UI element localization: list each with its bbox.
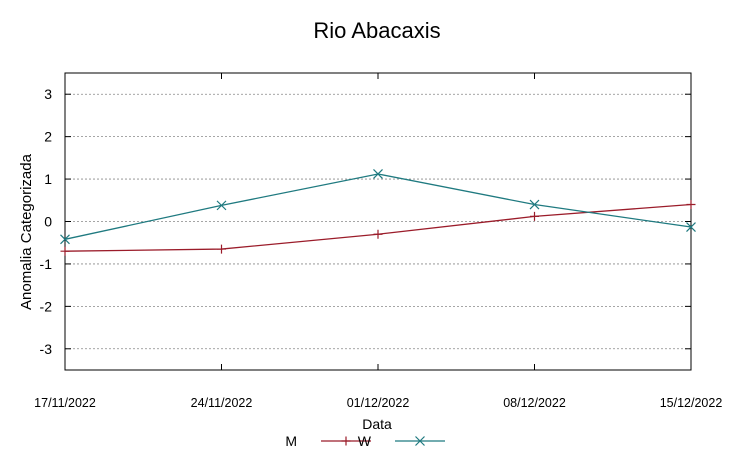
legend-marker-m	[341, 436, 351, 446]
y-tick-label: 1	[44, 171, 52, 187]
series-layer	[60, 169, 696, 256]
series-m-point	[217, 244, 226, 254]
x-tick-label: 24/11/2022	[191, 396, 253, 410]
series-m-point	[60, 246, 70, 256]
series-w-point	[60, 234, 70, 245]
series-m-line	[64, 203, 692, 252]
series-w-line	[64, 173, 692, 240]
series-m-point	[373, 229, 383, 239]
series-w-point	[373, 169, 383, 179]
y-tick-label: 3	[44, 86, 52, 102]
series-w-point	[686, 222, 696, 232]
y-tick-label: -3	[40, 341, 53, 357]
y-tick-label: -2	[40, 298, 53, 314]
series-w-point	[216, 200, 227, 211]
series-m-point	[530, 211, 539, 221]
legend-marker-w	[415, 436, 425, 446]
y-tick-label: -1	[40, 256, 53, 272]
x-tick-label: 01/12/2022	[347, 396, 410, 410]
y-tick-label: 2	[44, 129, 52, 145]
series-w-point	[529, 199, 540, 210]
legend-label-w: W	[358, 433, 372, 449]
y-axis: 3 2 1 0 -1 -2 -3	[40, 86, 691, 357]
series-m-point	[686, 200, 696, 210]
x-tick-label: 08/12/2022	[503, 396, 566, 410]
legend-label-m: M	[285, 433, 297, 449]
x-axis: 17/11/2022 24/11/2022 01/12/2022 08/12/2022…	[34, 73, 722, 410]
x-tick-label: 15/12/2022	[660, 396, 723, 410]
chart-title: Rio Abacaxis	[313, 18, 440, 43]
grid-lines	[65, 93, 691, 350]
y-tick-label: 0	[44, 214, 52, 230]
x-tick-label: 17/11/2022	[34, 396, 96, 410]
y-axis-label: Anomalia Categorizada	[18, 153, 35, 310]
x-axis-label: Data	[362, 416, 392, 432]
